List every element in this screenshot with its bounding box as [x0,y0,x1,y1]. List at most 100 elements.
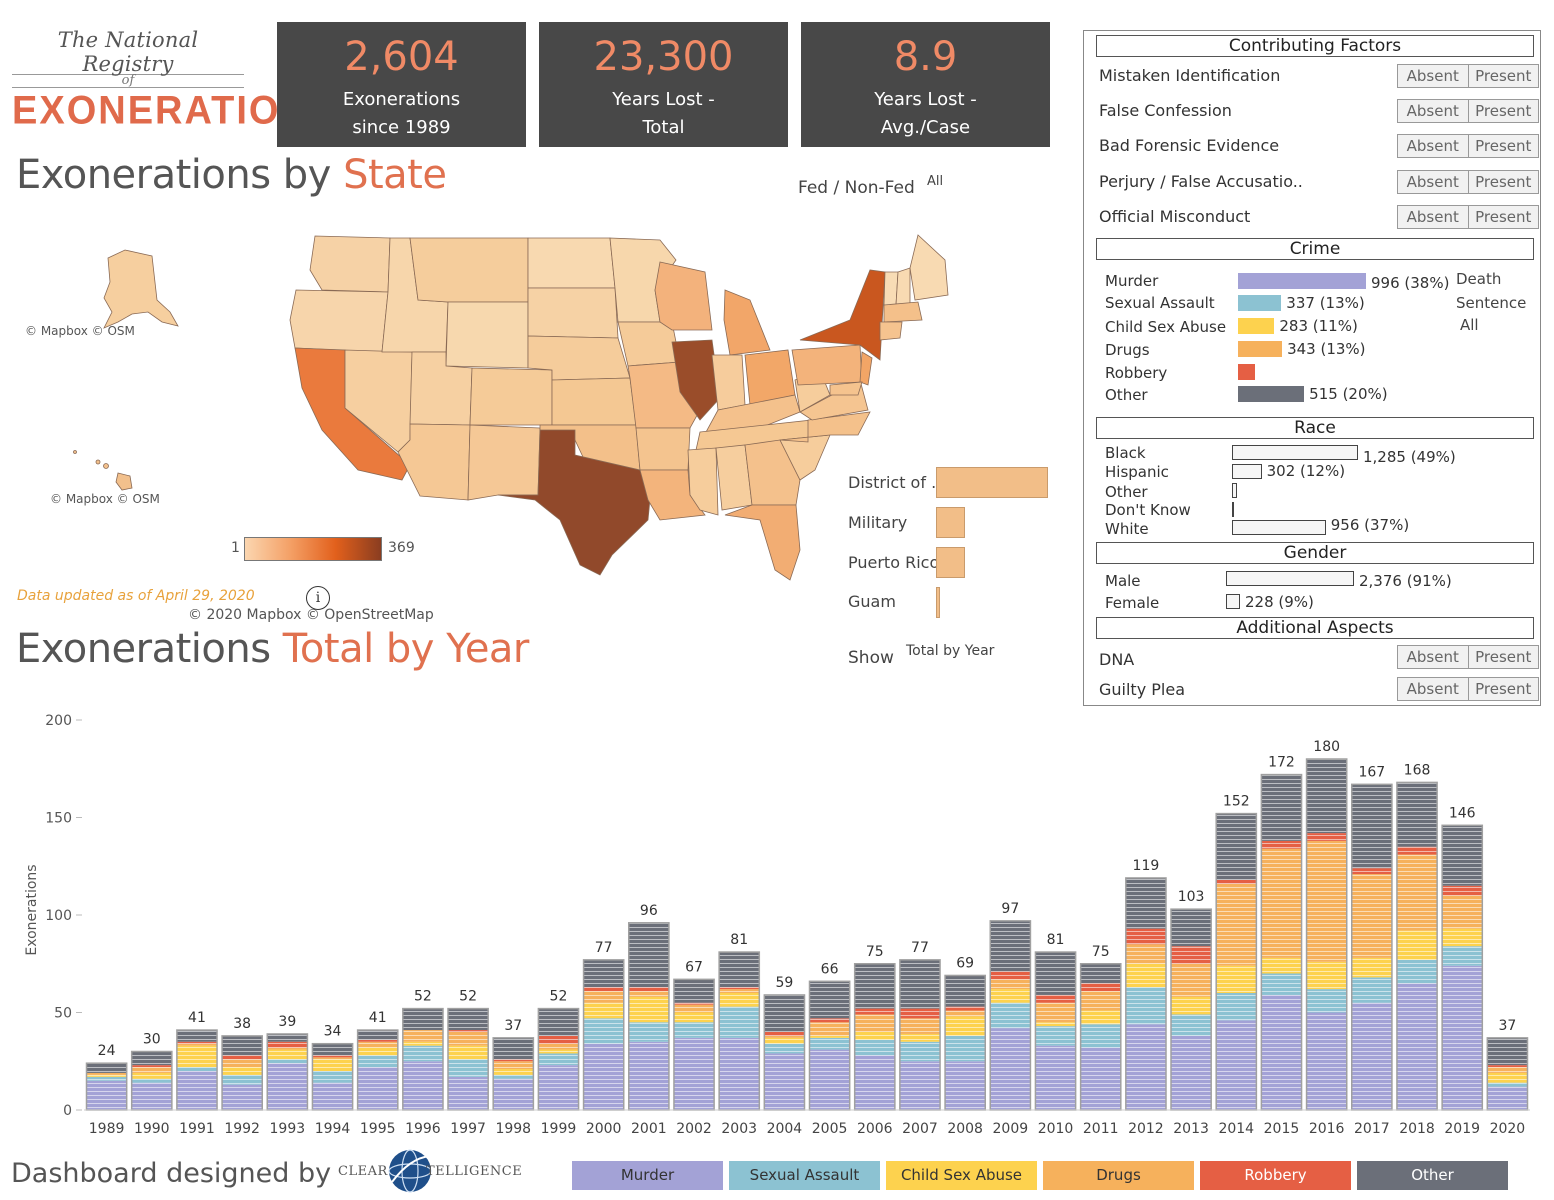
bar-segment-other [1442,825,1483,886]
race-bar[interactable] [1232,445,1358,460]
present-option[interactable]: Present [1467,100,1539,122]
bar-segment-other [1396,782,1438,847]
crime-bar[interactable] [1238,295,1282,311]
info-icon[interactable]: i [306,586,330,610]
x-tick-label: 1990 [134,1121,170,1137]
legend-item-child-sex-abuse[interactable]: Child Sex Abuse [886,1161,1037,1190]
kpi-caption: Total [642,117,685,138]
state-colorado [469,367,553,426]
absent-option[interactable]: Absent [1406,173,1459,191]
factor-toggle[interactable]: Absent Present [1397,99,1539,123]
x-tick-label: 2002 [676,1121,712,1137]
fed-filter-value[interactable]: All [927,174,944,189]
death-sentence-value[interactable]: All [1460,316,1479,334]
fed-filter-label: Fed / Non-Fed [798,178,915,198]
bar-segment-child-sex-abuse [583,1002,624,1019]
present-option[interactable]: Present [1467,206,1539,228]
bar-segment-drugs [176,1043,218,1046]
race-bar[interactable] [1232,502,1234,517]
bar-segment-drugs [1171,963,1212,997]
territory-bar[interactable] [936,587,940,618]
territory-bar[interactable] [936,467,1048,498]
y-tick-label: 50 [54,1006,72,1022]
bar-segment-robbery [222,1055,263,1060]
legend-item-robbery[interactable]: Robbery [1200,1161,1351,1190]
present-option[interactable]: Present [1467,65,1539,87]
crime-bar[interactable] [1238,341,1283,357]
crime-bar[interactable] [1238,318,1275,334]
bar-segment-drugs [1306,840,1347,962]
bar-total-label: 75 [1092,944,1110,960]
bar-segment-drugs [86,1072,127,1075]
x-tick-label: 1999 [541,1121,577,1137]
present-option[interactable]: Present [1467,678,1539,700]
crime-bar[interactable] [1238,364,1255,380]
bar-segment-child-sex-abuse [1351,957,1392,978]
factor-toggle[interactable]: Absent Present [1397,64,1539,88]
bar-segment-robbery [1487,1065,1528,1068]
filter-panel: Contributing Factors Mistaken Identifica… [1083,30,1541,706]
absent-option[interactable]: Absent [1406,648,1459,666]
legend-item-drugs[interactable]: Drugs [1043,1161,1194,1190]
y-axis-label: Exonerations [24,864,40,955]
present-option[interactable]: Present [1467,646,1539,668]
crime-legend: Murder Sexual Assault Child Sex Abuse Dr… [572,1161,1514,1190]
bar-segment-drugs [267,1047,308,1050]
territory-label: Puerto Rico [848,553,940,572]
bar-segment-drugs [1080,991,1121,1011]
bar-segment-child-sex-abuse [1487,1072,1528,1083]
crime-label: Child Sex Abuse [1105,318,1227,336]
us-map[interactable] [0,200,1050,630]
show-filter-value[interactable]: Total by Year [906,643,995,659]
logo-line-3: EXONERATIONS [12,88,338,134]
territory-bar[interactable] [936,507,966,538]
absent-option[interactable]: Absent [1406,67,1459,85]
bar-segment-sexual-assault [809,1037,850,1050]
gender-bar[interactable] [1226,594,1240,609]
color-legend-max: 369 [388,540,415,556]
bar-segment-robbery [312,1055,353,1058]
aspect-toggle[interactable]: Absent Present [1397,677,1539,701]
absent-option[interactable]: Absent [1406,102,1459,120]
race-bar[interactable] [1232,520,1326,535]
aspect-toggle[interactable]: Absent Present [1397,645,1539,669]
bar-total-label: 52 [414,989,432,1005]
bar-segment-robbery [131,1065,172,1068]
present-option[interactable]: Present [1467,135,1539,157]
bar-segment-robbery [1216,879,1257,884]
bar-segment-child-sex-abuse [764,1037,805,1044]
absent-option[interactable]: Absent [1406,137,1459,155]
gender-bar[interactable] [1226,571,1354,586]
factor-toggle[interactable]: Absent Present [1397,205,1539,229]
crime-value: 343 (13%) [1287,340,1366,358]
present-option[interactable]: Present [1467,171,1539,193]
absent-option[interactable]: Absent [1406,680,1459,698]
bar-segment-other [990,920,1031,972]
legend-item-sexual-assault[interactable]: Sexual Assault [729,1161,880,1190]
bar-segment-sexual-assault [1125,987,1166,1025]
bar-segment-other [809,981,850,1019]
bar-segment-sexual-assault [719,1006,760,1038]
bar-segment-robbery [1306,833,1347,841]
race-bar[interactable] [1232,464,1262,479]
bar-total-label: 172 [1268,755,1295,771]
absent-option[interactable]: Absent [1406,208,1459,226]
factor-toggle[interactable]: Absent Present [1397,170,1539,194]
race-label: White [1105,520,1149,538]
state-washington [309,235,391,293]
territory-bar[interactable] [936,547,966,578]
bar-segment-other [448,1008,489,1031]
year-bar-chart[interactable]: 0 50 100 150 200 Exonerations 24 1989 30 1990 41 19… [0,700,1554,1150]
race-bar[interactable] [1232,483,1237,498]
factor-toggle[interactable]: Absent Present [1397,134,1539,158]
crime-bar[interactable] [1238,273,1366,289]
legend-item-murder[interactable]: Murder [572,1161,723,1190]
legend-item-other[interactable]: Other [1357,1161,1508,1190]
crime-bar[interactable] [1238,386,1305,402]
bar-segment-drugs [1396,854,1438,931]
bar-segment-drugs [990,979,1031,990]
registry-logo: The National Registry of EXONERATIONS [12,28,338,134]
bar-segment-murder [1216,1020,1257,1110]
bar-total-label: 152 [1223,794,1250,810]
bar-segment-robbery [1261,840,1302,849]
